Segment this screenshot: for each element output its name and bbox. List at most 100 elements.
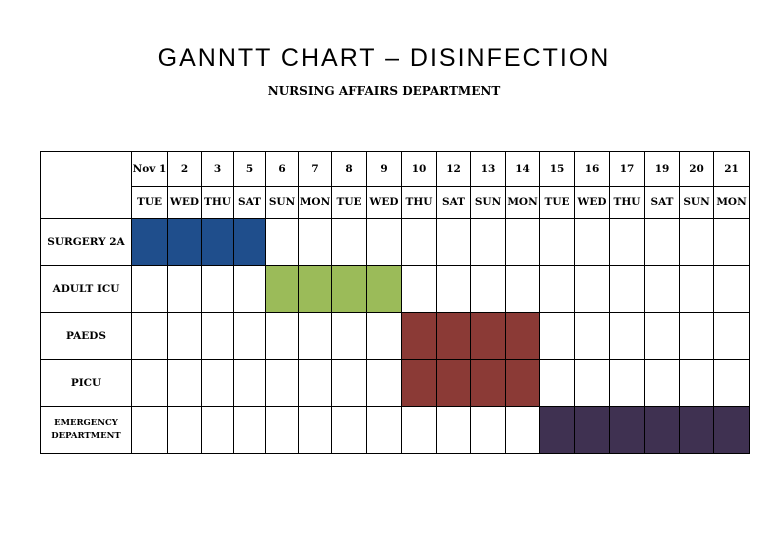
gantt-bar-cell [574,406,610,454]
weekday-header: THU [609,186,645,219]
weekday-header: TUE [539,186,575,219]
weekday-header: SAT [233,186,266,219]
unit-label: ADULT ICU [40,265,132,313]
schedule-cell [679,265,714,313]
schedule-cell [539,265,575,313]
schedule-cell [401,218,437,266]
gantt-bar-cell [505,359,540,407]
day-header: 5 [233,151,266,187]
schedule-cell [265,218,299,266]
weekday-header: SAT [436,186,471,219]
day-header: 21 [713,151,750,187]
gantt-bar-cell [401,359,437,407]
schedule-cell [331,359,367,407]
gantt-bar-cell [644,406,680,454]
schedule-cell [539,359,575,407]
schedule-cell [574,359,610,407]
gantt-bar-cell [436,312,471,360]
unit-row: ADULT ICU [40,265,750,313]
weekday-header: TUE [331,186,367,219]
schedule-cell [644,312,680,360]
schedule-cell [298,218,332,266]
schedule-cell [131,312,168,360]
weekday-header: SUN [679,186,714,219]
gantt-bar-cell [298,265,332,313]
schedule-cell [713,312,750,360]
unit-row: PICU [40,359,750,407]
unit-label: PICU [40,359,132,407]
day-header: 7 [298,151,332,187]
schedule-cell [574,218,610,266]
weekday-header: THU [201,186,234,219]
schedule-cell [167,265,202,313]
schedule-cell [679,218,714,266]
schedule-cell [131,406,168,454]
gantt-bar-cell [470,312,506,360]
gantt-bar-cell [609,406,645,454]
schedule-cell [366,406,402,454]
weekday-header: MON [298,186,332,219]
schedule-cell [331,218,367,266]
gantt-bar-cell [401,312,437,360]
weekday-header: SAT [644,186,680,219]
gantt-bar-cell [265,265,299,313]
day-header-row: Nov 1 2 3 5 6 7 8 9 10 12 13 14 15 16 17 19 20 21 [40,151,750,219]
unit-label: PAEDS [40,312,132,360]
gantt-bar-cell [167,218,202,266]
unit-row: EMERGENCY DEPARTMENT [40,406,750,454]
schedule-cell [470,265,506,313]
schedule-cell [436,218,471,266]
unit-label: SURGERY 2A [40,218,132,266]
day-header: 6 [265,151,299,187]
schedule-cell [233,406,266,454]
schedule-cell [644,265,680,313]
page-subtitle: NURSING AFFAIRS DEPARTMENT [267,84,501,98]
schedule-cell [644,359,680,407]
day-header: 14 [505,151,540,187]
day-header: 2 [167,151,202,187]
schedule-cell [298,312,332,360]
schedule-cell [713,265,750,313]
weekday-header: MON [713,186,750,219]
gantt-bar-cell [505,312,540,360]
gantt-table: Nov 1 2 3 5 6 7 8 9 10 12 13 14 15 16 17 19 20 21 TUE WED TH… [40,151,750,454]
schedule-cell [470,406,506,454]
schedule-cell [233,312,266,360]
day-header: 10 [401,151,437,187]
schedule-cell [609,265,645,313]
schedule-cell [201,406,234,454]
day-header: 8 [331,151,367,187]
weekday-header: SUN [470,186,506,219]
schedule-cell [131,359,168,407]
gantt-bar-cell [233,218,266,266]
gantt-bar-cell [470,359,506,407]
weekday-header: THU [401,186,437,219]
schedule-cell [201,359,234,407]
weekday-header: WED [167,186,202,219]
gantt-bar-cell [201,218,234,266]
schedule-cell [609,218,645,266]
weekday-header-row: TUE WED THU SAT SUN MON TUE WED THU SAT SUN MON TUE W… [41,186,750,219]
schedule-cell [233,359,266,407]
schedule-cell [609,359,645,407]
weekday-header: TUE [131,186,168,219]
schedule-cell [401,265,437,313]
day-header: 16 [574,151,610,187]
header-corner [40,151,132,219]
day-header: 13 [470,151,506,187]
schedule-cell [298,406,332,454]
day-header: 15 [539,151,575,187]
schedule-cell [539,218,575,266]
schedule-cell [505,218,540,266]
gantt-bar-cell [131,218,168,266]
schedule-cell [366,312,402,360]
schedule-cell [505,265,540,313]
gantt-bar-cell [436,359,471,407]
schedule-cell [679,312,714,360]
unit-row: SURGERY 2A [40,218,750,266]
schedule-cell [366,359,402,407]
schedule-cell [539,312,575,360]
schedule-cell [233,265,266,313]
day-header: 19 [644,151,680,187]
day-header: Nov 1 [131,151,168,187]
